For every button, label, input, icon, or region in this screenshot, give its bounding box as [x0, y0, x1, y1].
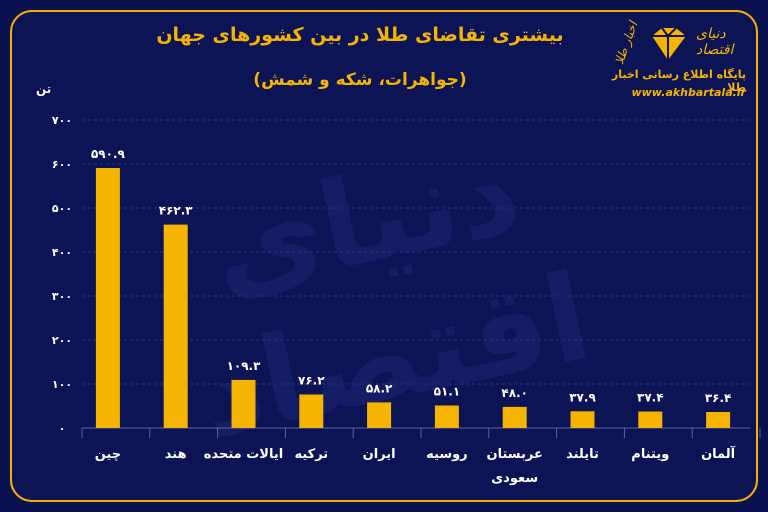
y-tick-label: ۲۰۰ — [52, 334, 72, 347]
bar — [706, 411, 731, 428]
x-tick-label: چین — [95, 447, 121, 462]
x-tick-label: ایران — [363, 447, 396, 462]
x-tick-label: ویتنام — [631, 447, 669, 462]
data-label: ۳۶.۴ — [705, 391, 732, 405]
y-axis-unit: تن — [36, 82, 52, 96]
data-label: ۵۸.۲ — [366, 381, 393, 395]
y-tick-label: ۱۰۰ — [52, 378, 72, 391]
y-tick-label: ۴۰۰ — [52, 246, 72, 259]
y-tick-label: ۳۰۰ — [52, 290, 72, 303]
bar — [502, 406, 527, 428]
data-label: ۵۱.۱ — [434, 385, 461, 399]
bar — [570, 411, 595, 428]
x-tick-label: سعودی — [491, 471, 538, 486]
data-label: ۱۰۹.۳ — [227, 359, 262, 373]
bar — [367, 402, 392, 428]
bar — [95, 168, 120, 428]
x-tick-label: هند — [165, 447, 187, 462]
y-tick-label: ۰ — [59, 422, 66, 435]
x-tick-label: عربستان — [487, 447, 543, 462]
bar — [299, 394, 324, 428]
data-label: ۳۷.۹ — [569, 390, 596, 404]
x-tick-label: آلمان — [701, 445, 736, 462]
logo: دنیای اقتصاد اخبار طلا پایگاه اطلاع رسان… — [596, 18, 756, 106]
bar — [434, 405, 459, 428]
data-label: ۴۸.۰ — [501, 386, 528, 400]
x-tick-label: روسیه — [426, 447, 468, 462]
logo-script: دنیای اقتصاد — [696, 26, 734, 58]
y-tick-label: ۵۰۰ — [52, 202, 72, 215]
logo-url: www.akhbartala.ir — [631, 86, 746, 99]
bar — [231, 379, 256, 428]
chart-title: بیشتری تقاضای طلا در بین کشورهای جهان — [156, 24, 564, 46]
logo-subtitle: پایگاه اطلاع رسانی اخبار طلا — [611, 68, 746, 94]
diamond-logo-icon — [652, 27, 686, 60]
chart-subtitle: (جواهرات، شکه و شمش) — [253, 70, 467, 90]
data-label: ۳۷.۴ — [637, 391, 664, 405]
data-label: ۷۶.۲ — [298, 373, 325, 387]
x-tick-label: ترکیه — [294, 447, 328, 462]
y-tick-label: ۷۰۰ — [52, 114, 72, 127]
y-tick-label: ۶۰۰ — [52, 158, 72, 171]
data-label: ۴۶۲.۳ — [159, 204, 194, 218]
x-tick-label: تایلند — [566, 447, 599, 462]
data-label: ۵۹۰.۹ — [91, 147, 126, 161]
x-tick-label: ایالات متحده — [204, 447, 283, 462]
bar — [638, 411, 663, 428]
bar — [163, 224, 188, 428]
